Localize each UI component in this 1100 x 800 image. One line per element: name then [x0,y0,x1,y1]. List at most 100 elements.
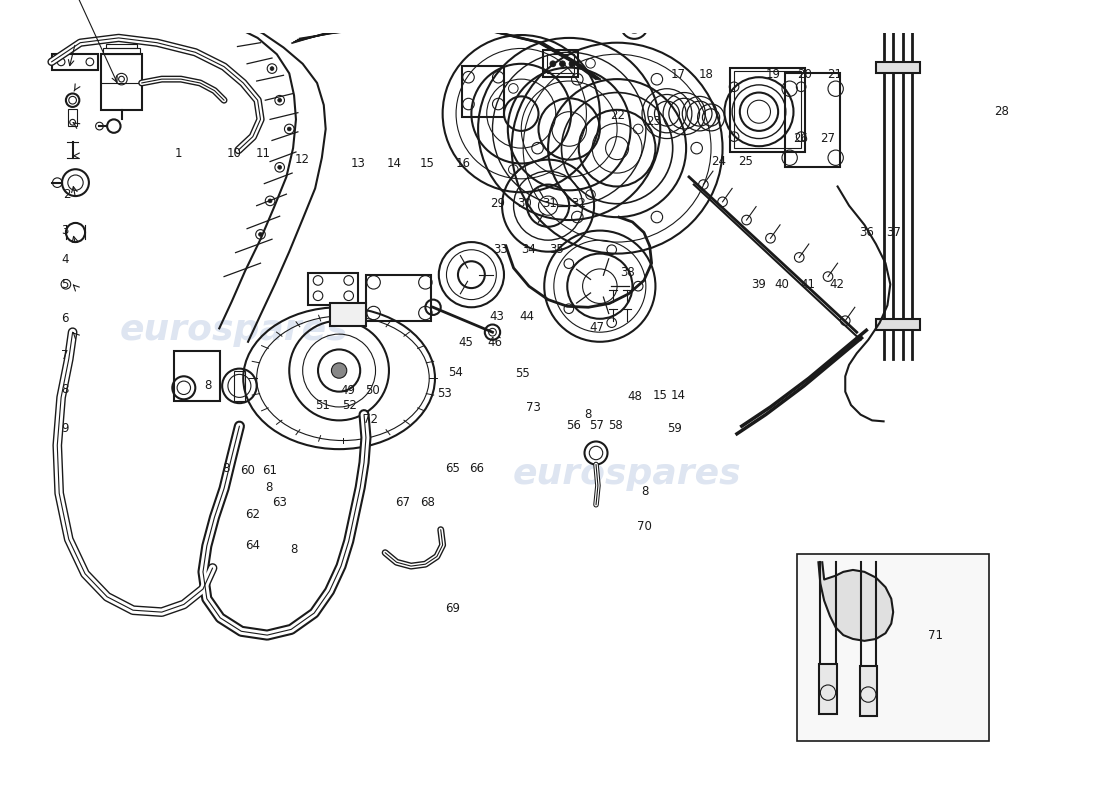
Bar [308,273,359,306]
Text: 40: 40 [774,278,790,291]
Text: 30: 30 [517,197,532,210]
Text: 29: 29 [490,197,505,210]
Text: 50: 50 [365,384,381,397]
Text: 19: 19 [766,68,781,81]
Circle shape [331,363,346,378]
Circle shape [258,233,263,236]
Bar [174,351,220,402]
Text: 4: 4 [62,253,68,266]
Bar [734,71,801,148]
Text: 65: 65 [446,462,461,475]
Circle shape [569,61,575,66]
Text: 66: 66 [469,462,484,475]
Text: 8: 8 [222,462,230,475]
Text: 3: 3 [62,225,68,238]
Text: 14: 14 [386,157,402,170]
Circle shape [268,199,272,202]
Bar [859,666,877,716]
Bar [233,370,245,402]
Text: 36: 36 [859,226,873,239]
Text: 8: 8 [641,486,649,498]
Text: 14: 14 [671,389,686,402]
Text: 7: 7 [62,349,68,362]
Text: 64: 64 [245,539,260,552]
Text: 73: 73 [526,401,540,414]
Text: 72: 72 [363,413,378,426]
Text: 23: 23 [646,115,661,128]
Text: 34: 34 [521,243,537,256]
Text: 11: 11 [255,147,271,160]
Bar [785,74,840,167]
Text: 70: 70 [638,521,652,534]
Text: 57: 57 [588,419,604,432]
Bar [107,44,136,49]
Text: 18: 18 [698,68,714,81]
Polygon shape [818,562,893,641]
Bar [876,62,920,74]
Text: 60: 60 [240,464,255,477]
Text: 62: 62 [245,508,260,522]
Text: 17: 17 [671,68,686,81]
Text: 27: 27 [820,133,835,146]
Text: 13: 13 [351,157,365,170]
Circle shape [271,66,274,70]
Text: 42: 42 [829,278,845,291]
Text: 45: 45 [459,337,473,350]
Text: 8: 8 [265,481,273,494]
Text: 2: 2 [64,188,70,201]
Text: eurospares: eurospares [119,314,348,347]
Circle shape [278,98,282,102]
Text: 55: 55 [515,367,530,380]
Bar [798,554,989,741]
Text: 69: 69 [446,602,461,614]
Bar [462,66,504,118]
Text: 43: 43 [490,310,505,323]
Text: 47: 47 [588,321,604,334]
Bar [366,274,431,321]
Bar [68,109,77,126]
Text: 20: 20 [796,68,812,81]
Text: 56: 56 [565,419,581,432]
Text: 44: 44 [519,310,535,323]
Circle shape [550,61,556,66]
Text: 46: 46 [487,337,503,350]
Text: 32: 32 [571,197,586,210]
Text: 1: 1 [175,147,183,160]
Text: 52: 52 [342,399,358,412]
Text: 16: 16 [456,157,471,170]
Bar [330,303,366,326]
Bar [547,54,574,74]
Text: 59: 59 [667,422,682,435]
Text: 58: 58 [608,419,623,432]
Text: 41: 41 [801,278,816,291]
Text: 54: 54 [448,366,462,378]
Bar [730,68,805,152]
Circle shape [278,166,282,170]
Bar [876,318,920,330]
Text: 68: 68 [420,496,436,509]
Text: 63: 63 [273,496,287,509]
Bar [820,664,837,714]
Text: 25: 25 [738,155,752,169]
Bar [52,54,98,70]
Text: 22: 22 [610,109,625,122]
Text: 8: 8 [585,408,592,421]
Text: 51: 51 [315,399,330,412]
Text: 15: 15 [652,389,667,402]
Text: 26: 26 [793,133,808,146]
Text: 10: 10 [227,147,241,160]
Text: 15: 15 [419,157,435,170]
Text: 8: 8 [290,543,297,557]
Text: 39: 39 [751,278,767,291]
Text: 31: 31 [542,197,558,210]
Text: 12: 12 [295,153,310,166]
Text: 61: 61 [262,464,277,477]
Circle shape [560,61,565,66]
Text: 9: 9 [62,422,68,434]
Text: 35: 35 [549,243,563,256]
Text: 8: 8 [62,383,68,396]
Bar [103,49,140,54]
Text: 21: 21 [827,68,843,81]
Text: 38: 38 [620,266,636,279]
Text: eurospares: eurospares [513,457,741,491]
